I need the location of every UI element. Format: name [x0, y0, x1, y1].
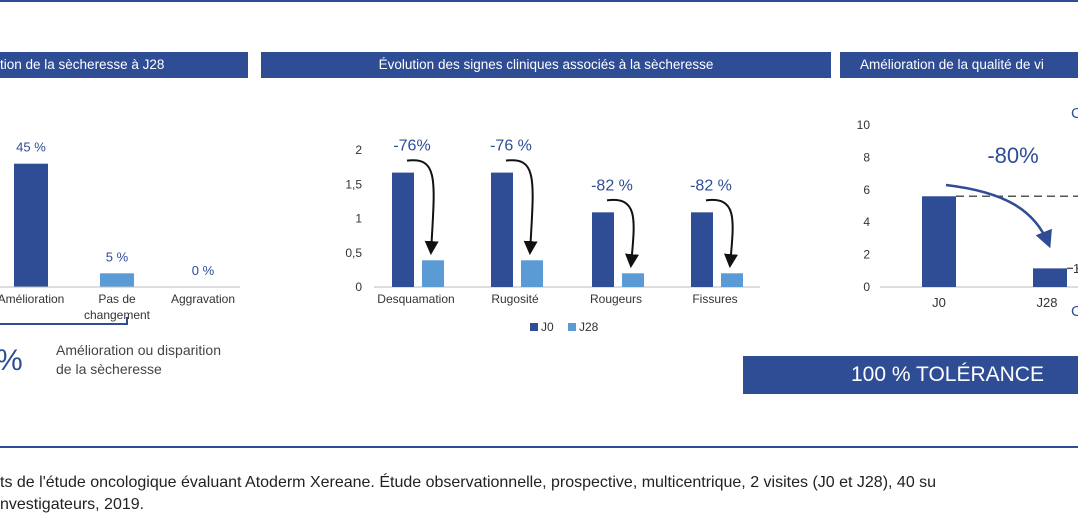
- caption-line-1: Amélioration ou disparition: [56, 342, 221, 358]
- left-category-label-2-2: changement: [84, 308, 151, 322]
- partial-letter-top: C: [1071, 105, 1078, 122]
- legend-swatch-j0: [530, 323, 538, 331]
- right-change-arrow: [945, 183, 1052, 249]
- right-y-tick-6: 10: [857, 118, 871, 132]
- right-y-tick-1: 0: [863, 280, 870, 294]
- mid-bar-j28-3: [622, 273, 644, 287]
- legend-label-j28: J28: [579, 320, 599, 334]
- left-category-label-3-1: Aggravation: [171, 292, 235, 306]
- caption-line-2: de la sècheresse: [56, 361, 162, 377]
- mid-change-label-3: -82 %: [591, 177, 633, 194]
- left-value-label-3: 0 %: [192, 263, 215, 278]
- left-category-label-1-1: Amélioration: [0, 292, 64, 306]
- header-middle: Évolution des signes cliniques associés …: [261, 52, 831, 78]
- mid-change-arrow-1: [406, 159, 439, 256]
- mid-change-label-4: -82 %: [690, 177, 732, 194]
- mid-change-arrow-4: [705, 198, 738, 269]
- right-y-tick-4: 6: [863, 183, 870, 197]
- mid-category-label-4: Fissures: [692, 292, 737, 306]
- mid-category-label-3: Rougeurs: [590, 292, 642, 306]
- header-middle-text: Évolution des signes cliniques associés …: [378, 57, 714, 72]
- mid-change-label-2: -76 %: [490, 138, 532, 155]
- legend-swatch-j28: [568, 323, 576, 331]
- legend-label-j0: J0: [541, 320, 554, 334]
- mid-bar-j0-3: [592, 212, 614, 287]
- mid-y-tick-3: 1: [355, 212, 362, 226]
- right-category-label-1: J0: [932, 295, 946, 310]
- mid-bar-j28-2: [521, 260, 543, 287]
- right-category-label-2: J28: [1037, 295, 1058, 310]
- left-bar-1: [14, 163, 48, 287]
- partial-letter-bottom: C: [1071, 303, 1078, 320]
- mid-y-tick-5: 2: [355, 143, 362, 157]
- tolerance-banner: 100 % TOLÉRANCE: [743, 356, 1078, 394]
- middle-bar-chart: 0 0,5 1 1,5 2 Desquamation -76% Rugosité -76 % Ro…: [345, 138, 760, 306]
- left-bar-chart: 45 % Amélioration 5 % Pas de changement 0 % Ag…: [0, 140, 240, 322]
- header-left-text: tion de la sècheresse à J28: [0, 57, 165, 72]
- mid-bar-j0-4: [691, 212, 713, 287]
- left-category-label-2-1: Pas de: [98, 292, 136, 306]
- header-right: Amélioration de la qualité de vi: [840, 52, 1078, 78]
- mid-bar-j28-1: [422, 260, 444, 287]
- right-bar-2: [1033, 268, 1067, 287]
- middle-legend: J0 J28: [530, 320, 599, 334]
- bracket-line: [0, 317, 128, 325]
- mid-change-arrow-2: [505, 159, 538, 256]
- mid-category-label-1: Desquamation: [377, 292, 454, 306]
- mid-y-tick-2: 0,5: [345, 246, 362, 260]
- left-bar-2: [100, 273, 134, 287]
- mid-bar-j0-2: [491, 172, 513, 287]
- mid-change-label-1: -76%: [393, 138, 430, 155]
- bottom-rule: [0, 446, 1078, 448]
- right-y-tick-5: 8: [863, 150, 870, 164]
- header-right-text: Amélioration de la qualité de vi: [860, 57, 1044, 72]
- right-bar-1: [922, 196, 956, 287]
- mid-bar-j0-1: [392, 172, 414, 287]
- right-bar-chart: 0 2 4 6 8 10 J0 J28: [857, 118, 1078, 310]
- charts-canvas: 45 % Amélioration 5 % Pas de changement 0 % Ag…: [0, 105, 1078, 377]
- right-change-label: -80%: [987, 143, 1038, 168]
- mid-y-tick-1: 0: [355, 280, 362, 294]
- right-y-tick-3: 4: [863, 215, 870, 229]
- big-percent-value: %: [0, 344, 23, 377]
- mid-change-arrow-3: [606, 198, 639, 269]
- header-left: tion de la sècheresse à J28: [0, 52, 248, 78]
- right-y-tick-2: 2: [863, 248, 870, 262]
- mid-y-tick-4: 1,5: [345, 177, 362, 191]
- partial-tick: 1: [1073, 261, 1078, 276]
- left-value-label-1: 45 %: [16, 140, 46, 155]
- footnote-line-1: ts de l'étude oncologique évaluant Atode…: [0, 474, 937, 491]
- mid-category-label-2: Rugosité: [491, 292, 539, 306]
- left-value-label-2: 5 %: [106, 249, 129, 264]
- footnote-line-2: nvestigateurs, 2019.: [0, 496, 145, 513]
- top-rule: [0, 0, 1078, 2]
- mid-bar-j28-4: [721, 273, 743, 287]
